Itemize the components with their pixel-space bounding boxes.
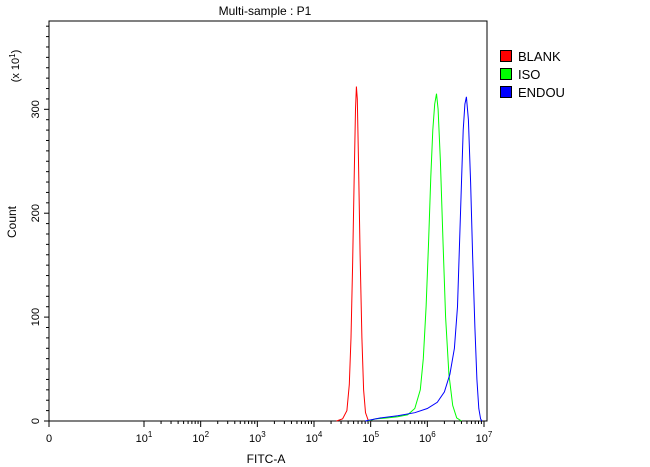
x-axis-ticks: 0 101 102 103 104 105 106 107 [46,421,493,445]
legend-item-endou: ENDOU [500,83,565,101]
x-tick-label: 104 [306,430,323,445]
x-tick-label: 102 [192,430,209,445]
y-tick-label: 200 [30,204,42,222]
x-axis-label: FITC-A [247,452,286,466]
legend-item-blank: BLANK [500,47,565,65]
y-axis-label: Count [5,205,19,238]
x-tick-label: 0 [46,433,52,445]
y-tick-label: 300 [30,100,42,118]
svg-text:(x 101): (x 101) [8,50,22,83]
x-tick-label: 103 [249,430,266,445]
y-tick-label: 0 [30,418,42,424]
x-tick-label: 106 [419,430,436,445]
legend-swatch-iso [500,68,512,80]
series-line-iso [367,93,462,422]
plot-frame [48,20,488,422]
legend-swatch-endou [500,86,512,98]
chart-title: Multi-sample : P1 [219,4,312,18]
legend-swatch-blank [500,50,512,62]
x-tick-label: 107 [476,430,493,445]
y-axis-ticks: 0 100 200 300 [30,25,49,424]
x-tick-label: 101 [136,430,153,445]
x-tick-label: 105 [362,430,379,445]
legend-item-iso: ISO [500,65,565,83]
legend-label-blank: BLANK [518,48,561,64]
series-line-blank [336,86,371,422]
y-multiplier-label: (x 101) [8,50,22,83]
y-tick-label: 100 [30,308,42,326]
series-lines [336,86,483,422]
legend-label-endou: ENDOU [518,84,565,100]
series-line-endou [365,96,483,422]
legend-label-iso: ISO [518,66,541,82]
legend: BLANK ISO ENDOU [500,47,565,101]
